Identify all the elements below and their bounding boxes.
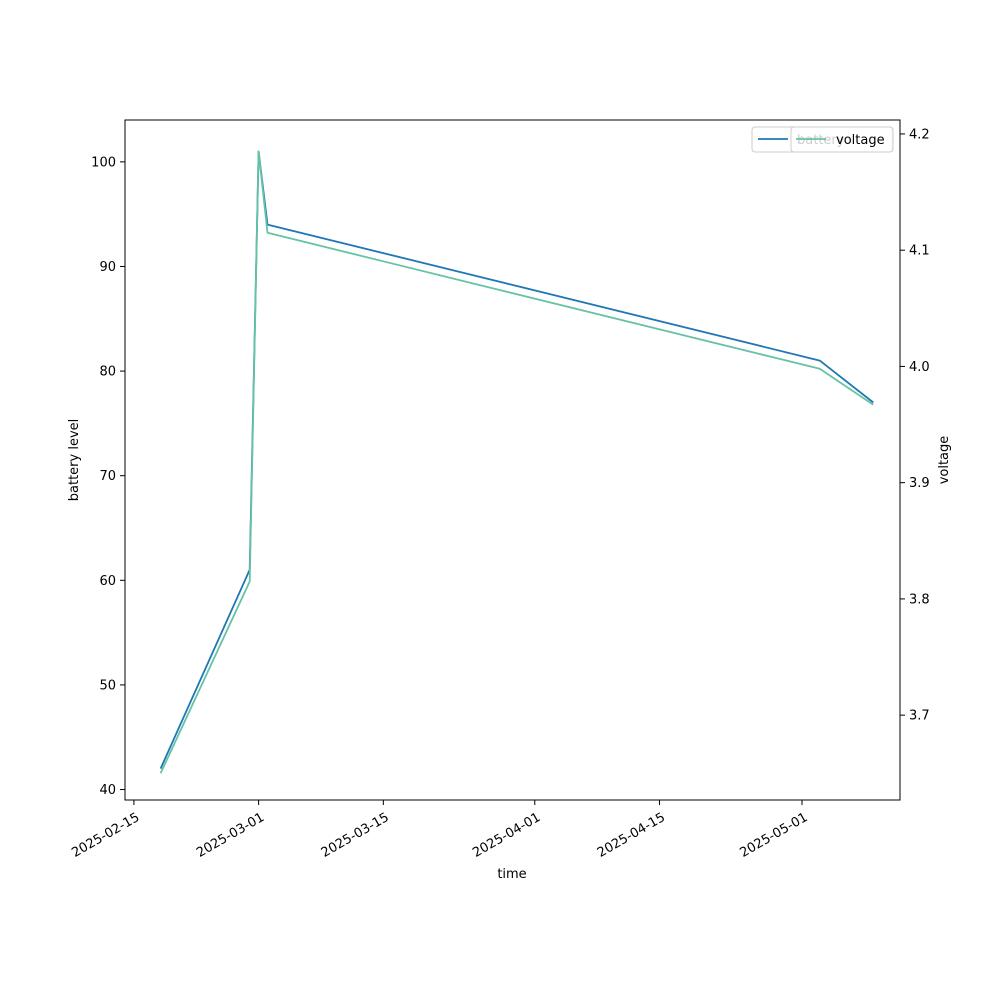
y-axis-label: battery level (67, 419, 82, 502)
y2-tick-label: 4.1 (909, 244, 930, 259)
series-layer (159, 150, 874, 774)
y2-tick-label: 4.2 (909, 127, 930, 142)
legend-label: voltage (836, 133, 885, 148)
x-tick-label: 2025-03-15 (319, 810, 392, 861)
y2-tick-label: 3.7 (909, 709, 930, 724)
y-tick-label: 90 (99, 260, 116, 275)
x-tick-label: 2025-04-01 (470, 810, 543, 861)
x-tick-label: 2025-04-15 (595, 810, 668, 861)
legend-box (790, 126, 894, 153)
series-line-battery (159, 150, 874, 769)
y-tick-label: 50 (99, 678, 116, 693)
y-axis-left: 40 50 60 70 80 90 100 (91, 155, 125, 798)
x-tick-label: 2025-03-01 (194, 810, 267, 861)
x-axis-label: time (497, 867, 526, 882)
y-tick-label: 70 (99, 469, 116, 484)
y2-tick-label: 3.9 (909, 476, 930, 491)
y2-tick-label: 3.8 (909, 592, 930, 607)
x-tick-label: 2025-05-01 (737, 810, 810, 861)
series-line-voltage (159, 150, 874, 774)
y-tick-label: 40 (99, 783, 116, 798)
plot-frame (124, 119, 901, 801)
x-tick-label: 2025-02-15 (69, 810, 142, 861)
y2-tick-label: 4.0 (909, 360, 930, 375)
x-axis: 2025-02-15 2025-03-01 2025-03-15 2025-04-01… (69, 800, 810, 861)
y-tick-label: 60 (99, 574, 116, 589)
legend-voltage: voltage (790, 126, 894, 153)
y-tick-label: 100 (91, 155, 116, 170)
y-tick-label: 80 (99, 365, 116, 380)
y2-axis-label: voltage (937, 436, 952, 485)
y-axis-right: 3.7 3.8 3.9 4.0 4.1 4.2 (900, 127, 930, 724)
